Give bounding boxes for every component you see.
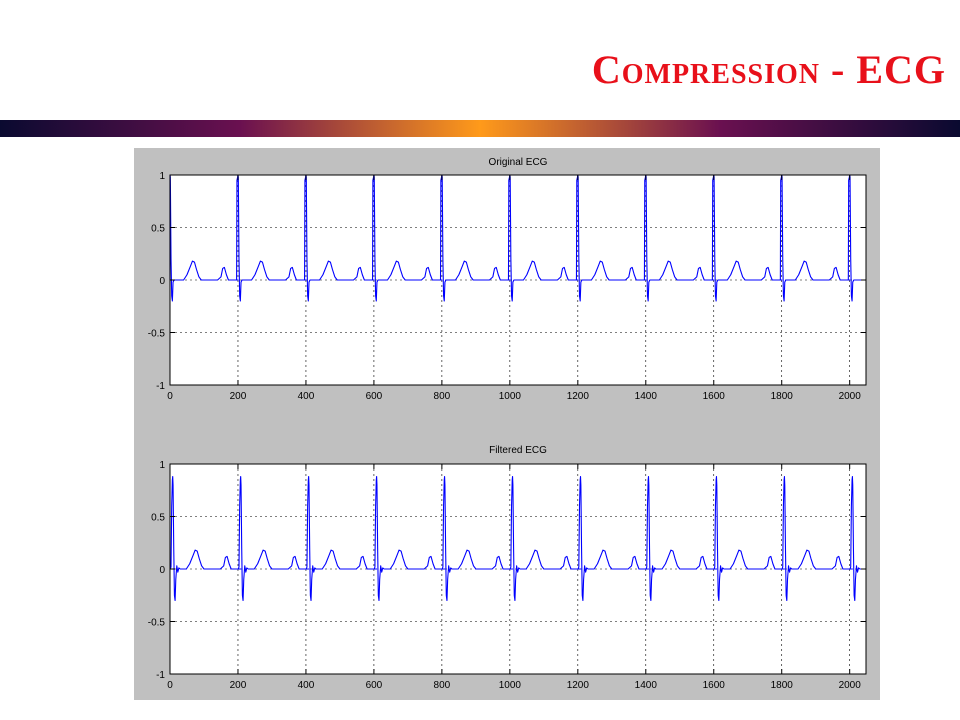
x-tick-label: 1200 xyxy=(567,391,590,402)
x-tick-label: 2000 xyxy=(839,680,862,691)
y-tick-label: -1 xyxy=(156,381,165,392)
x-tick-label: 1800 xyxy=(771,680,794,691)
x-tick-label: 400 xyxy=(298,680,315,691)
y-tick-label: 1 xyxy=(159,460,165,471)
y-tick-label: 0 xyxy=(159,565,165,576)
chart-panel-1: 0 200 400 600 800 1000 1200 1400 1600 1800 2000 1 0.… xyxy=(148,157,867,402)
ecg-series-line xyxy=(169,174,866,302)
x-tick-label: 1400 xyxy=(635,680,658,691)
y-tick-label: 0.5 xyxy=(151,224,165,235)
ecg-figure-svg: 0 200 400 600 800 1000 1200 1400 1600 1800 200010.… xyxy=(148,157,867,691)
x-tick-label: 1400 xyxy=(635,391,658,402)
y-tick-label: -0.5 xyxy=(148,329,166,340)
title-underline-bar xyxy=(0,120,960,137)
x-tick-label: 200 xyxy=(230,391,247,402)
chart-title: Filtered ECG xyxy=(489,445,547,456)
x-tick-label: 0 xyxy=(167,391,173,402)
ecg-figure: 0 200 400 600 800 1000 1200 1400 1600 1800 2000 1 0.… xyxy=(134,148,880,700)
chart-panel-2: 0 200 400 600 800 1000 1200 1400 1600 1800 2000 1 0.… xyxy=(148,445,867,691)
chart-title: Original ECG xyxy=(489,157,548,168)
y-tick-label: 1 xyxy=(159,171,165,182)
x-tick-label: 1200 xyxy=(567,680,590,691)
ecg-series-line xyxy=(169,476,866,602)
x-tick-label: 400 xyxy=(298,391,315,402)
x-tick-label: 1600 xyxy=(703,680,726,691)
x-tick-label: 2000 xyxy=(839,391,862,402)
x-tick-label: 600 xyxy=(366,391,383,402)
y-tick-label: 0.5 xyxy=(151,513,165,524)
y-tick-label: -0.5 xyxy=(148,618,166,629)
x-tick-label: 1000 xyxy=(499,391,522,402)
slide-title: Compression - ECG xyxy=(591,47,946,92)
x-tick-label: 1800 xyxy=(771,391,794,402)
x-tick-label: 1600 xyxy=(703,391,726,402)
x-tick-label: 800 xyxy=(434,391,451,402)
y-tick-label: 0 xyxy=(159,276,165,287)
x-tick-label: 1000 xyxy=(499,680,522,691)
x-tick-label: 0 xyxy=(167,680,173,691)
y-tick-label: -1 xyxy=(156,670,165,681)
x-tick-label: 200 xyxy=(230,680,247,691)
x-tick-label: 600 xyxy=(366,680,383,691)
x-tick-label: 800 xyxy=(434,680,451,691)
